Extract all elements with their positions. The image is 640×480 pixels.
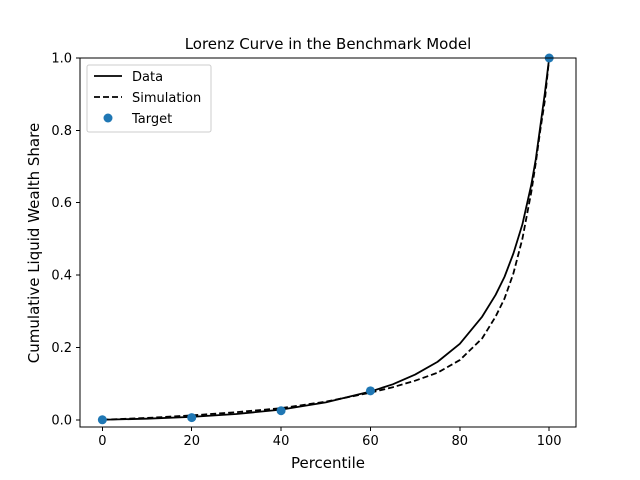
x-tick-label: 20 — [183, 434, 200, 449]
legend-data-label: Data — [132, 70, 163, 85]
y-axis-title: Cumulative Liquid Wealth Share — [25, 123, 43, 363]
x-tick-label: 0 — [98, 434, 106, 449]
y-tick-label: 0.4 — [51, 269, 72, 284]
x-axis-title: Percentile — [291, 454, 365, 472]
target-point — [276, 406, 286, 416]
x-axis-ticks: 0 20 40 60 80 100 — [98, 427, 562, 449]
x-tick-label: 60 — [362, 434, 379, 449]
legend-target-swatch — [103, 113, 113, 123]
target-point — [97, 415, 107, 425]
target-point — [365, 386, 375, 396]
y-tick-label: 1.0 — [51, 52, 72, 67]
chart-title: Lorenz Curve in the Benchmark Model — [185, 35, 472, 53]
series-line-simulation — [102, 57, 551, 421]
y-tick-label: 0.0 — [51, 413, 72, 428]
y-tick-label: 0.6 — [51, 196, 72, 211]
legend: Data Simulation Target — [86, 64, 212, 133]
y-axis-ticks: 0.0 0.2 0.4 0.6 0.8 1.0 — [51, 52, 80, 428]
target-points — [97, 53, 554, 425]
y-tick-label: 0.2 — [51, 341, 72, 356]
x-tick-label: 100 — [537, 434, 562, 449]
plot-lines — [102, 57, 551, 421]
x-tick-label: 40 — [273, 434, 290, 449]
legend-simulation-label: Simulation — [132, 91, 201, 106]
y-tick-label: 0.8 — [51, 124, 72, 139]
x-tick-label: 80 — [452, 434, 469, 449]
legend-box — [86, 64, 212, 133]
target-point — [187, 413, 197, 423]
axes-frame — [79, 57, 577, 428]
legend-target-label: Target — [131, 112, 172, 127]
